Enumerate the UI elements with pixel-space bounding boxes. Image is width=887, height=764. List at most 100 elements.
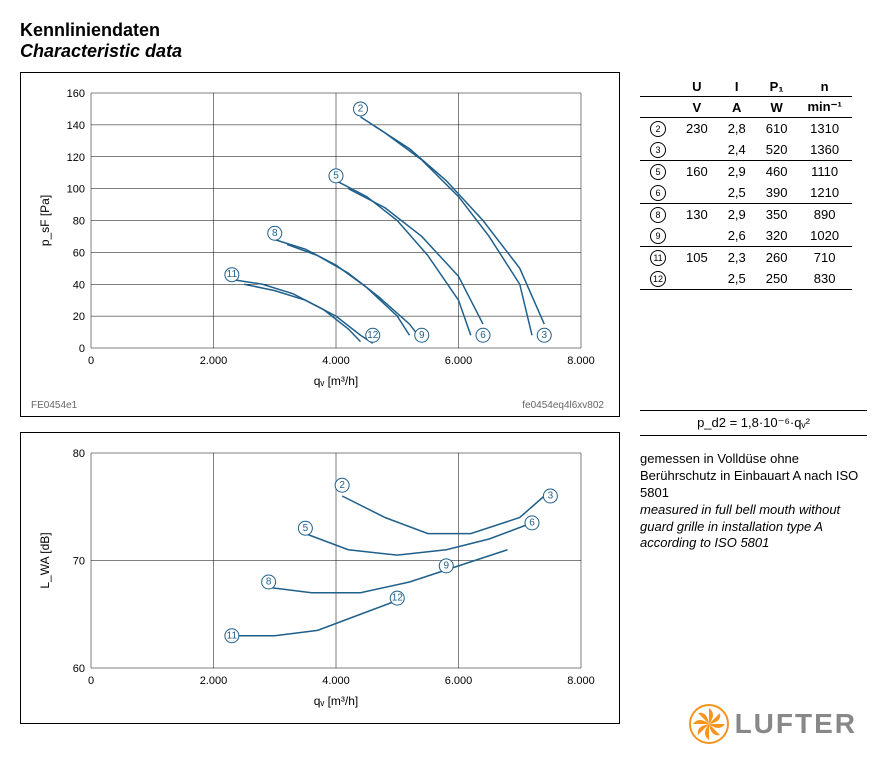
svg-text:qᵥ [m³/h]: qᵥ [m³/h] bbox=[314, 694, 359, 708]
noise-chart-svg: 60708002.0004.0006.0008.000qᵥ [m³/h]L_WA… bbox=[31, 443, 601, 713]
cell-u: 160 bbox=[676, 161, 718, 183]
svg-text:12: 12 bbox=[367, 330, 379, 341]
svg-text:11: 11 bbox=[227, 630, 238, 641]
cell-n: 890 bbox=[797, 204, 851, 226]
cell-i: 2,9 bbox=[718, 204, 756, 226]
svg-text:2.000: 2.000 bbox=[200, 675, 228, 687]
cell-i: 2,8 bbox=[718, 118, 756, 140]
cell-p: 320 bbox=[756, 225, 798, 247]
svg-text:2: 2 bbox=[358, 103, 364, 114]
row-marker: 5 bbox=[650, 164, 666, 180]
svg-text:160: 160 bbox=[67, 88, 85, 100]
cell-n: 830 bbox=[797, 268, 851, 290]
svg-text:60: 60 bbox=[73, 247, 85, 259]
pressure-chart: 0 20 40 60 80 100 120 140 160 0 2.000 4.000 6.000 8.0… bbox=[20, 72, 620, 417]
cell-n: 1020 bbox=[797, 225, 851, 247]
svg-text:L_WA [dB]: L_WA [dB] bbox=[38, 532, 52, 588]
cell-u: 105 bbox=[676, 247, 718, 269]
svg-text:2: 2 bbox=[339, 480, 345, 491]
svg-text:3: 3 bbox=[548, 491, 554, 502]
svg-text:6: 6 bbox=[529, 517, 535, 528]
svg-text:40: 40 bbox=[73, 279, 85, 291]
row-marker: 9 bbox=[650, 228, 666, 244]
svg-text:2.000: 2.000 bbox=[200, 355, 228, 367]
svg-text:6.000: 6.000 bbox=[445, 675, 473, 687]
cell-u bbox=[676, 182, 718, 204]
cell-p: 260 bbox=[756, 247, 798, 269]
cell-u bbox=[676, 139, 718, 161]
cell-p: 350 bbox=[756, 204, 798, 226]
footer-left: FE0454e1 bbox=[31, 400, 77, 411]
cell-p: 460 bbox=[756, 161, 798, 183]
cell-i: 2,9 bbox=[718, 161, 756, 183]
svg-text:120: 120 bbox=[67, 152, 85, 164]
title-de: Kennliniendaten bbox=[20, 20, 867, 41]
cell-n: 1110 bbox=[797, 161, 851, 183]
logo: LUFTER bbox=[689, 704, 857, 744]
svg-text:4.000: 4.000 bbox=[322, 355, 350, 367]
unit-a: A bbox=[718, 97, 756, 118]
pressure-chart-svg: 0 20 40 60 80 100 120 140 160 0 2.000 4.000 6.000 8.0… bbox=[31, 83, 601, 393]
cell-u: 130 bbox=[676, 204, 718, 226]
cell-p: 520 bbox=[756, 139, 798, 161]
svg-text:100: 100 bbox=[67, 184, 85, 196]
col-p: P₁ bbox=[756, 77, 798, 97]
footer-right: fe0454eq4l6xv802 bbox=[522, 400, 604, 411]
row-marker: 2 bbox=[650, 121, 666, 137]
cell-p: 390 bbox=[756, 182, 798, 204]
title-en: Characteristic data bbox=[20, 41, 867, 62]
cell-i: 2,3 bbox=[718, 247, 756, 269]
cell-u bbox=[676, 268, 718, 290]
svg-text:12: 12 bbox=[392, 593, 404, 604]
formula: p_d2 = 1,8·10⁻⁶·qᵥ² bbox=[640, 410, 867, 436]
col-n: n bbox=[797, 77, 851, 97]
cell-n: 1210 bbox=[797, 182, 851, 204]
unit-v: V bbox=[676, 97, 718, 118]
svg-text:70: 70 bbox=[73, 556, 85, 568]
row-marker: 3 bbox=[650, 142, 666, 158]
svg-text:p_sF [Pa]: p_sF [Pa] bbox=[38, 195, 52, 246]
svg-text:5: 5 bbox=[303, 523, 309, 534]
svg-text:5: 5 bbox=[333, 170, 339, 181]
svg-text:9: 9 bbox=[443, 560, 449, 571]
svg-text:8.000: 8.000 bbox=[567, 675, 595, 687]
svg-text:0: 0 bbox=[88, 675, 94, 687]
cell-p: 610 bbox=[756, 118, 798, 140]
svg-text:80: 80 bbox=[73, 216, 85, 228]
noise-chart: 60708002.0004.0006.0008.000qᵥ [m³/h]L_WA… bbox=[20, 432, 620, 724]
svg-text:80: 80 bbox=[73, 448, 85, 460]
svg-text:11: 11 bbox=[227, 269, 238, 280]
cell-u bbox=[676, 225, 718, 247]
svg-text:60: 60 bbox=[73, 663, 85, 675]
svg-text:qᵥ [m³/h]: qᵥ [m³/h] bbox=[314, 374, 359, 388]
svg-text:8: 8 bbox=[272, 228, 278, 239]
cell-i: 2,4 bbox=[718, 139, 756, 161]
cell-i: 2,6 bbox=[718, 225, 756, 247]
unit-w: W bbox=[756, 97, 798, 118]
row-marker: 12 bbox=[650, 271, 666, 287]
svg-text:3: 3 bbox=[541, 330, 547, 341]
row-marker: 11 bbox=[650, 250, 666, 266]
svg-text:6.000: 6.000 bbox=[445, 355, 473, 367]
svg-text:6: 6 bbox=[480, 330, 486, 341]
cell-n: 1310 bbox=[797, 118, 851, 140]
fan-icon bbox=[689, 704, 729, 744]
logo-text: LUFTER bbox=[735, 708, 857, 740]
data-table: U I P₁ n V A W min⁻¹ 22302,8610131032,45… bbox=[640, 77, 852, 290]
cell-i: 2,5 bbox=[718, 182, 756, 204]
col-u: U bbox=[676, 77, 718, 97]
svg-text:9: 9 bbox=[419, 330, 425, 341]
cell-u: 230 bbox=[676, 118, 718, 140]
cell-i: 2,5 bbox=[718, 268, 756, 290]
svg-text:8: 8 bbox=[266, 577, 272, 588]
measurement-note: gemessen in Volldüse ohne Berührschutz i… bbox=[640, 451, 867, 552]
col-i: I bbox=[718, 77, 756, 97]
svg-text:140: 140 bbox=[67, 120, 85, 132]
svg-text:8.000: 8.000 bbox=[567, 355, 595, 367]
note-en: measured in full bell mouth without guar… bbox=[640, 502, 867, 553]
svg-text:0: 0 bbox=[79, 343, 85, 355]
cell-n: 1360 bbox=[797, 139, 851, 161]
svg-text:0: 0 bbox=[88, 355, 94, 367]
svg-text:20: 20 bbox=[73, 311, 85, 323]
row-marker: 6 bbox=[650, 185, 666, 201]
